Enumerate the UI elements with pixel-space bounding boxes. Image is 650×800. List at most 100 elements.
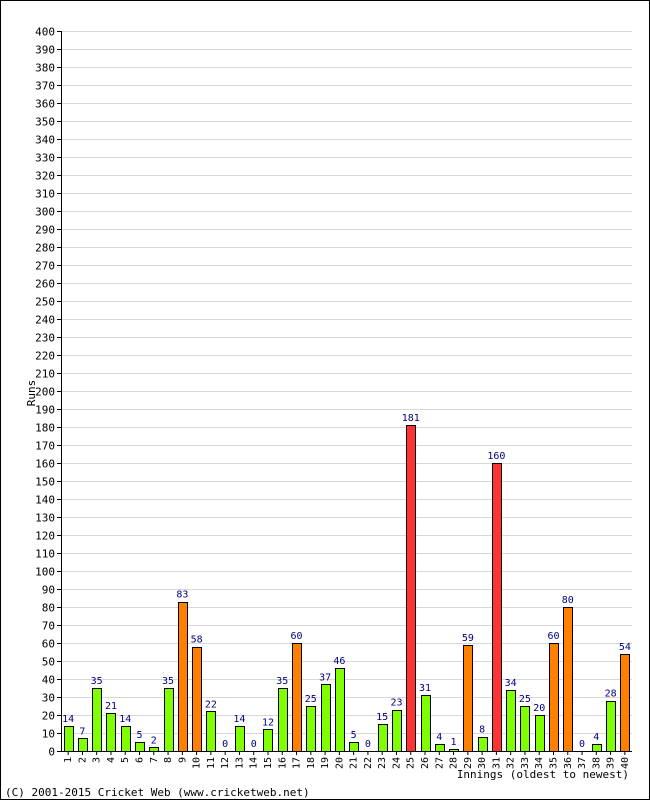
bar [92, 688, 102, 752]
x-tick-label: 22 [363, 757, 374, 769]
x-tick-label: 5 [120, 757, 131, 763]
y-tick-label: 230 [35, 332, 55, 345]
y-tick-label: 120 [35, 530, 55, 543]
data-label: 14 [62, 714, 74, 725]
bar [321, 684, 331, 752]
y-tick-label: 250 [35, 296, 55, 309]
y-tick-label: 100 [35, 566, 55, 579]
bar [135, 742, 145, 752]
data-label: 46 [333, 656, 345, 667]
bar [263, 729, 273, 752]
data-label: 34 [505, 678, 517, 689]
y-tick-label: 110 [35, 548, 55, 561]
y-tick-label: 180 [35, 422, 55, 435]
data-label: 20 [533, 703, 545, 714]
y-tick-label: 90 [42, 584, 55, 597]
bar [106, 713, 116, 752]
y-tick-label: 310 [35, 188, 55, 201]
bar [306, 706, 316, 752]
y-tick-label: 80 [42, 602, 55, 615]
y-tick-label: 280 [35, 242, 55, 255]
bar [378, 724, 388, 752]
bar [192, 647, 202, 752]
data-label: 8 [479, 725, 485, 736]
y-tick-label: 20 [42, 710, 55, 723]
y-tick-label: 260 [35, 278, 55, 291]
data-label: 60 [291, 631, 303, 642]
x-tick-label: 27 [434, 757, 445, 769]
bar [563, 607, 573, 752]
y-tick-label: 220 [35, 350, 55, 363]
bar [406, 425, 416, 752]
y-tick-label: 390 [35, 44, 55, 57]
x-tick-label: 23 [377, 757, 388, 769]
y-tick-label: 360 [35, 98, 55, 111]
data-label: 7 [79, 726, 85, 737]
data-label: 25 [305, 694, 317, 705]
bar [549, 643, 559, 752]
x-tick-label: 30 [477, 757, 488, 769]
x-tick-label: 20 [334, 757, 345, 769]
data-label: 80 [562, 595, 574, 606]
bar [520, 706, 530, 752]
data-label: 12 [262, 717, 274, 728]
bar [392, 710, 402, 752]
bar [492, 463, 502, 752]
data-label: 14 [119, 714, 131, 725]
y-axis-label: Runs [25, 380, 38, 407]
y-tick-label: 300 [35, 206, 55, 219]
x-tick-label: 9 [177, 757, 188, 763]
bar [463, 645, 473, 752]
y-tick-label: 240 [35, 314, 55, 327]
x-tick-label: 39 [606, 757, 617, 769]
y-tick-label: 150 [35, 476, 55, 489]
y-tick-label: 210 [35, 368, 55, 381]
x-axis-ticks: 1 2 3 4 5 6 7 8 9 10 11 12 13 14 15 16 17 18 19 20 21 22 23 24 2… [63, 751, 631, 769]
data-label: 60 [547, 631, 559, 642]
y-tick-label: 190 [35, 404, 55, 417]
bar [292, 643, 302, 752]
data-label: 54 [619, 642, 631, 653]
x-tick-label: 31 [491, 757, 502, 769]
data-label: 0 [222, 739, 228, 750]
grid-lines [61, 31, 632, 734]
bar [506, 690, 516, 752]
x-tick-label: 40 [620, 757, 631, 769]
y-tick-label: 380 [35, 62, 55, 75]
x-axis-label: Innings (oldest to newest) [457, 768, 629, 781]
x-tick-label: 18 [306, 757, 317, 769]
x-tick-label: 3 [92, 757, 103, 763]
y-tick-label: 130 [35, 512, 55, 525]
data-label: 5 [351, 730, 357, 741]
y-tick-label: 140 [35, 494, 55, 507]
x-tick-label: 8 [163, 757, 174, 763]
bar [620, 654, 630, 752]
x-tick-label: 10 [192, 757, 203, 769]
x-tick-label: 13 [234, 757, 245, 769]
data-label: 28 [605, 689, 617, 700]
data-label: 15 [376, 712, 388, 723]
y-tick-label: 270 [35, 260, 55, 273]
bar [235, 726, 245, 752]
x-tick-label: 36 [563, 757, 574, 769]
x-tick-label: 16 [277, 757, 288, 769]
x-tick-label: 35 [548, 757, 559, 769]
bar [478, 737, 488, 752]
x-tick-label: 1 [63, 757, 74, 763]
bar [535, 715, 545, 752]
x-tick-label: 17 [292, 757, 303, 769]
bar [606, 701, 616, 752]
data-label: 37 [319, 672, 331, 683]
x-tick-label: 32 [506, 757, 517, 769]
data-label: 31 [419, 683, 431, 694]
y-tick-label: 160 [35, 458, 55, 471]
y-tick-label: 170 [35, 440, 55, 453]
bar [349, 742, 359, 752]
x-tick-label: 28 [449, 757, 460, 769]
data-label: 21 [105, 701, 117, 712]
y-tick-label: 290 [35, 224, 55, 237]
data-label: 25 [519, 694, 531, 705]
data-label: 23 [390, 698, 402, 709]
